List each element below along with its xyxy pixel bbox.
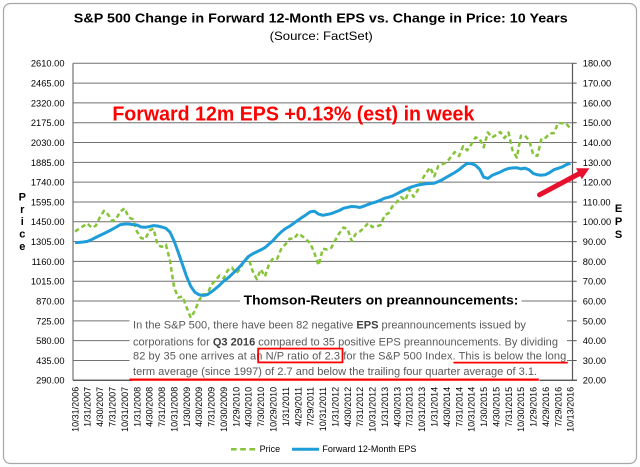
svg-text:580.00: 580.00 bbox=[36, 336, 64, 346]
svg-text:4/30/2009: 4/30/2009 bbox=[194, 387, 204, 427]
svg-text:180.00: 180.00 bbox=[583, 59, 611, 69]
svg-text:1/31/2012: 1/31/2012 bbox=[330, 387, 340, 427]
svg-text:20.00: 20.00 bbox=[583, 376, 606, 386]
svg-text:10/30/2009: 10/30/2009 bbox=[219, 387, 229, 432]
svg-text:7/31/2007: 7/31/2007 bbox=[108, 387, 118, 427]
svg-text:10/30/2015: 10/30/2015 bbox=[516, 387, 526, 432]
svg-text:i: i bbox=[21, 216, 24, 228]
svg-text:10/31/2014: 10/31/2014 bbox=[467, 387, 477, 432]
svg-text:10/31/2011: 10/31/2011 bbox=[318, 387, 328, 431]
svg-text:1/31/2013: 1/31/2013 bbox=[380, 387, 390, 427]
svg-text:4/30/2010: 4/30/2010 bbox=[244, 387, 254, 427]
svg-text:c: c bbox=[19, 229, 25, 241]
svg-text:1595.00: 1595.00 bbox=[31, 197, 65, 207]
svg-text:7/30/2010: 7/30/2010 bbox=[256, 387, 266, 427]
svg-text:term average (since 1997) of 2: term average (since 1997) of 2.7 and bel… bbox=[133, 366, 537, 378]
svg-text:290.00: 290.00 bbox=[36, 376, 64, 386]
svg-text:1/31/2011: 1/31/2011 bbox=[281, 387, 291, 426]
svg-text:10/31/2012: 10/31/2012 bbox=[368, 387, 378, 432]
svg-text:2465.00: 2465.00 bbox=[31, 79, 65, 89]
svg-text:10/29/2010: 10/29/2010 bbox=[269, 387, 279, 432]
svg-text:2030.00: 2030.00 bbox=[31, 138, 65, 148]
svg-text:60.00: 60.00 bbox=[583, 296, 606, 306]
svg-text:40.00: 40.00 bbox=[583, 336, 606, 346]
svg-text:P: P bbox=[19, 191, 26, 203]
svg-text:1740.00: 1740.00 bbox=[31, 178, 65, 188]
svg-text:4/30/2015: 4/30/2015 bbox=[491, 387, 501, 427]
svg-text:80.00: 80.00 bbox=[583, 257, 606, 267]
svg-text:4/30/2013: 4/30/2013 bbox=[392, 387, 402, 427]
svg-text:70.00: 70.00 bbox=[583, 277, 606, 287]
svg-text:1015.00: 1015.00 bbox=[31, 277, 65, 287]
svg-text:r: r bbox=[20, 204, 25, 216]
svg-text:1/31/2007: 1/31/2007 bbox=[83, 387, 93, 427]
svg-text:Forward 12-Month EPS: Forward 12-Month EPS bbox=[322, 444, 416, 454]
svg-text:140.00: 140.00 bbox=[583, 138, 611, 148]
svg-text:82 by 35 one arrives at an N/P: 82 by 35 one arrives at an N/P ratio of … bbox=[133, 351, 566, 363]
svg-text:4/30/2007: 4/30/2007 bbox=[95, 387, 105, 427]
svg-text:725.00: 725.00 bbox=[36, 316, 64, 326]
svg-text:90.00: 90.00 bbox=[583, 237, 606, 247]
svg-text:4/29/2011: 4/29/2011 bbox=[293, 387, 303, 426]
svg-text:S&P 500 Change in Forward 12-M: S&P 500 Change in Forward 12-Month EPS v… bbox=[74, 11, 568, 26]
svg-text:4/30/2012: 4/30/2012 bbox=[343, 387, 353, 427]
svg-text:130.00: 130.00 bbox=[583, 158, 611, 168]
svg-text:870.00: 870.00 bbox=[36, 296, 64, 306]
svg-text:1160.00: 1160.00 bbox=[32, 257, 65, 267]
svg-text:7/31/2009: 7/31/2009 bbox=[207, 387, 217, 427]
svg-text:10/31/2006: 10/31/2006 bbox=[70, 387, 80, 432]
svg-text:S: S bbox=[615, 229, 622, 241]
svg-text:100.00: 100.00 bbox=[583, 217, 611, 227]
svg-text:1450.00: 1450.00 bbox=[31, 217, 65, 227]
svg-text:1/31/2008: 1/31/2008 bbox=[132, 387, 142, 427]
svg-text:Thomson-Reuters on preannounce: Thomson-Reuters on preannouncements: bbox=[244, 293, 519, 308]
svg-text:1/30/2009: 1/30/2009 bbox=[182, 387, 192, 427]
svg-text:1/29/2016: 1/29/2016 bbox=[529, 387, 539, 427]
svg-text:Forward 12m EPS +0.13% (est) i: Forward 12m EPS +0.13% (est) in week bbox=[112, 104, 475, 126]
svg-text:170.00: 170.00 bbox=[583, 79, 611, 89]
svg-text:e: e bbox=[19, 241, 25, 253]
svg-text:P: P bbox=[615, 216, 622, 228]
svg-text:2320.00: 2320.00 bbox=[31, 98, 65, 108]
svg-text:7/29/2016: 7/29/2016 bbox=[553, 387, 563, 427]
svg-text:7/31/2013: 7/31/2013 bbox=[405, 387, 415, 427]
svg-text:1305.00: 1305.00 bbox=[31, 237, 65, 247]
svg-text:Price: Price bbox=[260, 444, 281, 454]
svg-text:1/31/2014: 1/31/2014 bbox=[430, 387, 440, 427]
svg-text:In the S&P 500, there have bee: In the S&P 500, there have been 82 negat… bbox=[133, 319, 526, 331]
svg-text:10/31/2008: 10/31/2008 bbox=[169, 387, 179, 432]
svg-text:1885.00: 1885.00 bbox=[31, 158, 65, 168]
svg-text:1/30/2015: 1/30/2015 bbox=[479, 387, 489, 427]
svg-text:E: E bbox=[615, 203, 622, 215]
svg-text:2610.00: 2610.00 bbox=[31, 59, 65, 69]
svg-text:1/29/2010: 1/29/2010 bbox=[231, 387, 241, 427]
svg-text:10/31/2007: 10/31/2007 bbox=[120, 387, 130, 432]
svg-text:50.00: 50.00 bbox=[583, 316, 606, 326]
svg-text:110.00: 110.00 bbox=[583, 197, 611, 207]
svg-text:4/30/2014: 4/30/2014 bbox=[442, 387, 452, 427]
svg-text:corporations for Q3 2016 compa: corporations for Q3 2016 compared to 35 … bbox=[133, 336, 558, 348]
svg-text:160.00: 160.00 bbox=[583, 98, 611, 108]
svg-text:7/31/2012: 7/31/2012 bbox=[355, 387, 365, 427]
svg-text:150.00: 150.00 bbox=[583, 118, 611, 128]
svg-text:435.00: 435.00 bbox=[36, 356, 64, 366]
svg-text:7/31/2015: 7/31/2015 bbox=[504, 387, 514, 427]
svg-text:4/30/2008: 4/30/2008 bbox=[145, 387, 155, 427]
svg-text:(Source: FactSet): (Source: FactSet) bbox=[270, 29, 373, 43]
svg-text:7/31/2014: 7/31/2014 bbox=[454, 387, 464, 427]
svg-text:10/13/2016: 10/13/2016 bbox=[566, 387, 576, 432]
svg-text:10/31/2013: 10/31/2013 bbox=[417, 387, 427, 432]
svg-text:4/29/2016: 4/29/2016 bbox=[541, 387, 551, 427]
svg-text:7/31/2008: 7/31/2008 bbox=[157, 387, 167, 427]
svg-text:120.00: 120.00 bbox=[583, 178, 611, 188]
svg-text:7/29/2011: 7/29/2011 bbox=[306, 387, 316, 426]
svg-text:30.00: 30.00 bbox=[583, 356, 606, 366]
svg-text:2175.00: 2175.00 bbox=[31, 118, 65, 128]
